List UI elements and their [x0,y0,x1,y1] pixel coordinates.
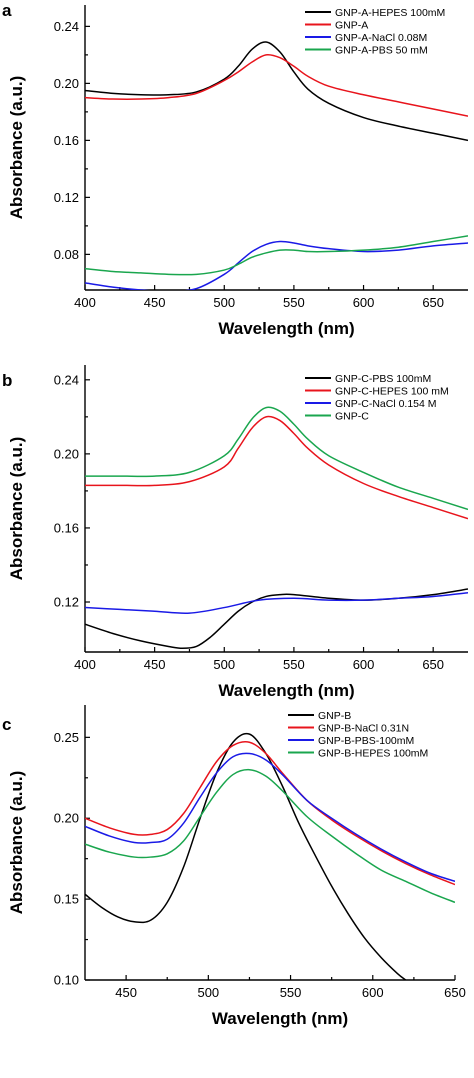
panel-a: 400 450 500 550 600 650 0.08 0.12 0.16 0.20 0.24 Wa… [2,1,468,338]
legend-label: GNP-B-PBS-100mM [318,735,414,747]
legend-label: GNP-C-NaCl 0.154 M [335,398,437,410]
legend-label: GNP-A-NaCl 0.08M [335,32,427,44]
series-line [85,406,468,511]
x-tick-label: 650 [422,657,444,672]
x-axis-title: Wavelength (nm) [218,681,354,700]
y-tick-label: 0.12 [54,190,79,205]
series-line [85,592,468,614]
legend-label: GNP-C-PBS 100mM [335,373,431,385]
x-tick-label: 450 [144,657,166,672]
series-line [85,740,455,886]
panel-letter: c [2,715,11,734]
legend-label: GNP-B-NaCl 0.31N [318,722,409,734]
y-tick-label: 0.16 [54,520,79,535]
series-line [85,415,468,520]
y-tick-label: 0.12 [54,595,79,610]
legend-label: GNP-C [335,410,369,422]
x-axis-title: Wavelength (nm) [212,1009,348,1028]
series-line [85,235,468,276]
panel-letter: a [2,1,12,20]
x-tick-label: 500 [213,657,235,672]
y-tick-label: 0.20 [54,811,79,826]
series-line [85,240,468,290]
x-tick-label: 450 [115,985,137,1000]
series-line [85,752,455,883]
legend-label: GNP-A [335,19,368,31]
y-tick-label: 0.24 [54,372,79,387]
y-tick-label: 0.20 [54,446,79,461]
series-group [85,406,468,650]
x-tick-label: 550 [283,657,305,672]
x-tick-label: 650 [422,295,444,310]
x-tick-label: 500 [213,295,235,310]
y-tick-label: 0.10 [54,973,79,988]
x-axis-title: Wavelength (nm) [218,319,354,338]
y-tick-label: 0.16 [54,133,79,148]
legend-label: GNP-B [318,710,351,722]
series-group [85,41,468,290]
y-axis-title: Absorbance (a.u.) [7,76,26,220]
x-tick-label: 600 [362,985,384,1000]
legend-label: GNP-A-HEPES 100mM [335,7,445,19]
series-line [85,41,468,142]
x-tick-label: 550 [280,985,302,1000]
x-tick-label: 500 [197,985,219,1000]
panel-letter: b [2,371,12,390]
series-line [85,768,455,904]
series-group [85,732,455,980]
legend-label: GNP-C-HEPES 100 mM [335,385,449,397]
panel-b: 400 450 500 550 600 650 0.12 0.16 0.20 0.24 Wavele… [2,365,468,700]
y-tick-label: 0.08 [54,247,79,262]
x-tick-label: 650 [444,985,466,1000]
x-tick-label: 400 [74,295,96,310]
x-tick-label: 400 [74,657,96,672]
legend-label: GNP-A-PBS 50 mM [335,44,428,56]
y-tick-label: 0.20 [54,76,79,91]
y-tick-label: 0.15 [54,892,79,907]
x-tick-label: 450 [144,295,166,310]
series-line [85,53,468,117]
x-tick-label: 600 [353,657,375,672]
y-axis-title: Absorbance (a.u.) [7,771,26,915]
y-axis-title: Absorbance (a.u.) [7,437,26,581]
legend-label: GNP-B-HEPES 100mM [318,747,428,759]
x-tick-label: 550 [283,295,305,310]
y-tick-label: 0.24 [54,19,79,34]
series-line [85,732,407,980]
y-tick-label: 0.25 [54,730,79,745]
x-tick-label: 600 [353,295,375,310]
panel-c: 450 500 550 600 650 0.10 0.15 0.20 0.25 Wavelengt… [2,705,466,1028]
